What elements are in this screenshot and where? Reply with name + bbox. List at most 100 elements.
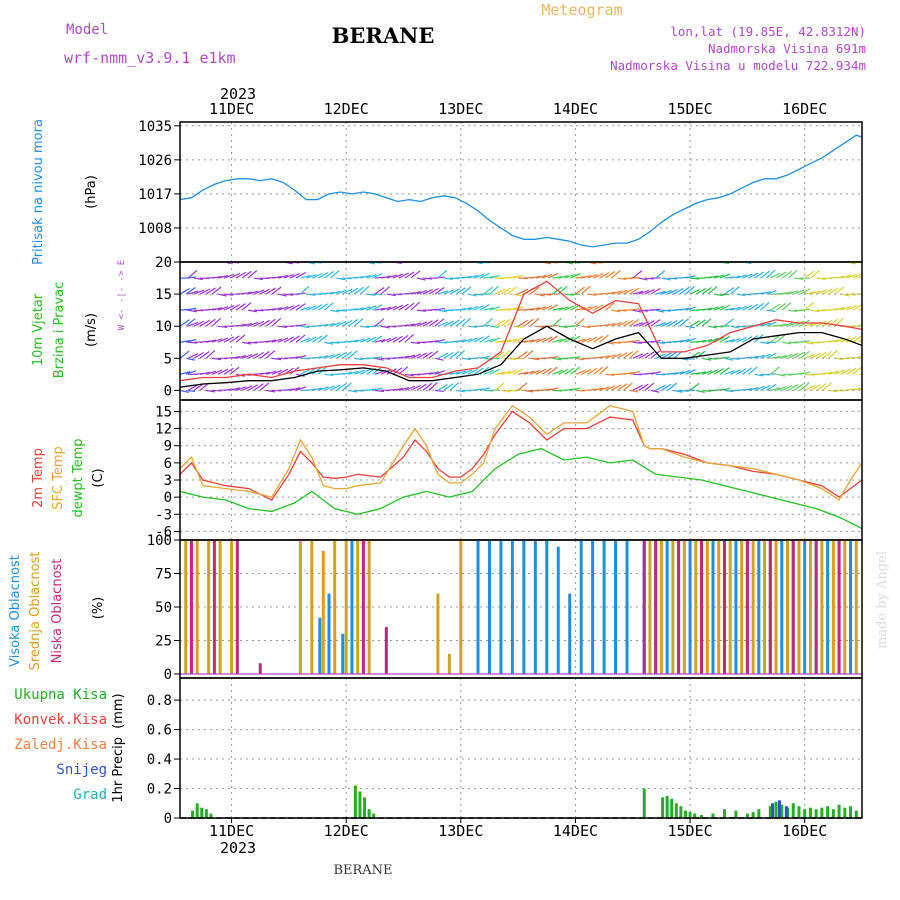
wind-barb — [701, 307, 713, 311]
wind-barb — [317, 334, 328, 343]
cloud-low-bar — [837, 540, 841, 674]
wind-barb — [434, 276, 445, 279]
wind-barb — [348, 287, 359, 295]
precip-total-bar — [204, 809, 208, 818]
wind-barb — [265, 370, 277, 375]
cloud-mid-bar — [447, 653, 451, 674]
wind-barb — [655, 353, 666, 359]
wind-barb — [766, 269, 776, 279]
wind-barb — [247, 269, 258, 279]
precip-total-bar — [803, 809, 807, 818]
wind-barb — [724, 307, 735, 311]
wind-barb — [632, 309, 642, 313]
cloud-ytick-label: 100 — [147, 533, 172, 549]
wind-barb — [306, 273, 317, 279]
wind-barb — [211, 307, 223, 311]
wind-barb — [434, 357, 444, 361]
wind-barb — [199, 288, 211, 295]
wind-barb — [434, 389, 445, 393]
wind-barb — [211, 275, 223, 279]
wind-ytick-label: 15 — [155, 287, 172, 303]
wind-barb — [467, 337, 479, 343]
wind-barb — [500, 318, 511, 327]
wind-barb — [185, 287, 196, 295]
wind-barb — [371, 366, 382, 375]
wind-barb — [828, 389, 838, 393]
wind-ytick-label: 5 — [164, 351, 172, 367]
wind-barb — [623, 319, 634, 327]
wind-barb — [730, 325, 740, 329]
wind-barb — [689, 372, 701, 375]
wind-barb — [724, 287, 735, 295]
cloud-low-bar — [677, 540, 681, 674]
wind-barb — [506, 369, 518, 375]
cloud-mid-bar — [751, 540, 755, 674]
wind-barb — [434, 370, 446, 375]
wind-barb — [374, 262, 377, 263]
wind-barb — [629, 350, 639, 359]
wind-barb — [507, 262, 509, 263]
cloud-mid-bar — [321, 550, 325, 674]
wind-barb — [701, 338, 713, 343]
wind-panel-labels: 10m Vjetar Brzina i Pravac (m/s) W <- -|… — [31, 260, 127, 378]
wind-barb — [461, 286, 472, 295]
wind-barb — [437, 352, 448, 359]
wind-barb — [398, 386, 410, 391]
wind-barb — [736, 325, 746, 328]
wind-barb — [185, 318, 196, 327]
wind-barb — [701, 370, 713, 375]
wind-barb — [846, 367, 857, 375]
cloud-high-bar — [556, 546, 560, 674]
wind-barb — [804, 270, 815, 279]
wind-barb — [858, 356, 862, 359]
wind-barb — [501, 370, 512, 375]
wind-barb — [428, 350, 439, 359]
wind-barb — [449, 350, 460, 359]
wind-barb — [828, 308, 839, 311]
wind-barb — [623, 382, 633, 391]
wind-barb — [846, 304, 857, 311]
cloud-mid-bar — [740, 540, 744, 674]
wind-barb — [241, 354, 253, 359]
wind-barb — [793, 383, 804, 391]
wind-barb — [816, 289, 827, 295]
x-tick-label-bottom: 16DEC — [782, 822, 827, 840]
wind-barb — [247, 309, 258, 313]
wind-barb — [599, 386, 610, 391]
wind-barb — [858, 324, 862, 327]
cloud-mid-bar — [333, 540, 337, 674]
precip-ylabel-unit: (mm) — [111, 693, 126, 728]
wind-barb — [564, 305, 575, 311]
wind-barb — [552, 262, 554, 263]
wind-barb — [517, 382, 528, 391]
cloud-mid-bar — [831, 540, 835, 674]
wind-barb — [187, 309, 198, 313]
wind-barb — [685, 369, 696, 375]
pressure-panel-labels: Pritisak na nivou mora (hPa) — [31, 119, 99, 265]
wind-barb — [283, 388, 294, 391]
wind-barb — [467, 262, 469, 263]
wind-barb — [840, 293, 850, 297]
wind-barb — [342, 288, 353, 295]
wind-barb — [852, 356, 862, 359]
wind-barb — [661, 277, 671, 281]
wind-barb — [366, 273, 377, 279]
wind-barb — [644, 372, 655, 375]
wind-barb — [434, 287, 445, 295]
precip-total-bar — [814, 809, 818, 818]
precip-total-bar — [665, 795, 669, 818]
wind-barb — [283, 336, 295, 343]
wind-barb — [804, 341, 814, 345]
wind-barb — [312, 272, 323, 279]
wind-barb — [185, 370, 197, 375]
wind-barb — [529, 317, 540, 327]
pressure-ytick-label: 1026 — [138, 153, 172, 169]
wind-barb — [707, 337, 719, 343]
wind-barb — [211, 338, 223, 343]
wind-barb — [185, 276, 196, 279]
wind-barb — [404, 373, 414, 377]
precip-total-bar — [642, 788, 646, 818]
wind-barb — [673, 319, 684, 327]
wind-barb — [782, 341, 792, 345]
precip-total-bar — [688, 812, 692, 818]
